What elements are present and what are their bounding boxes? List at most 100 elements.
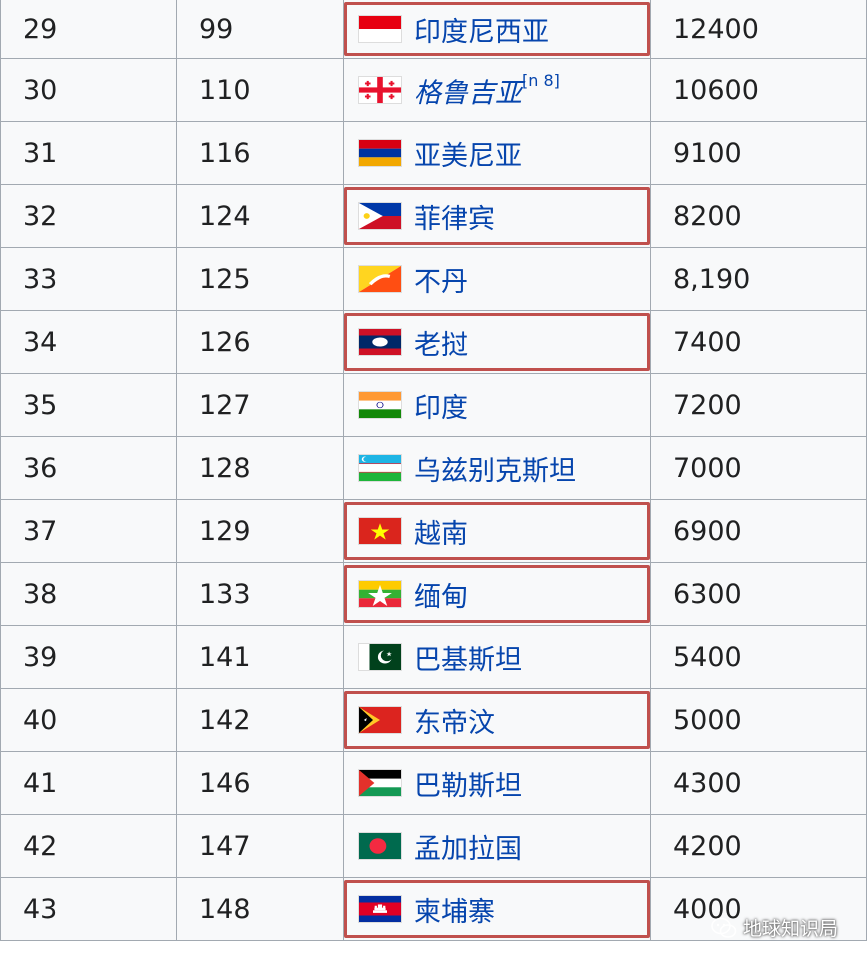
east-timor-flag-icon bbox=[358, 706, 402, 734]
rank-cell: 37 bbox=[0, 499, 177, 563]
indonesia-flag-icon bbox=[358, 15, 402, 43]
country-link[interactable]: 巴勒斯坦 bbox=[414, 770, 522, 802]
country-link[interactable]: 柬埔寨 bbox=[414, 896, 495, 928]
table-row: 38 133 缅甸 6300 bbox=[0, 562, 867, 626]
value-cell: 7000 bbox=[650, 436, 867, 500]
world-rank-cell: 146 bbox=[176, 751, 344, 815]
value-cell: 5000 bbox=[650, 688, 867, 752]
myanmar-flag-icon bbox=[358, 580, 402, 608]
footnote-link[interactable]: [n 8] bbox=[522, 70, 560, 90]
table-row: 32 124 菲律宾 8200 bbox=[0, 184, 867, 248]
value-cell: 10600 bbox=[650, 58, 867, 122]
world-rank-cell: 148 bbox=[176, 877, 344, 941]
country-ranking-table: 29 99 印度尼西亚 12400 30 110 格鲁吉亚[n 8] 10600 31 116 亚美… bbox=[0, 0, 867, 941]
value-cell: 7200 bbox=[650, 373, 867, 437]
table-row: 31 116 亚美尼亚 9100 bbox=[0, 121, 867, 185]
world-rank-cell: 99 bbox=[176, 0, 344, 59]
table-row: 42 147 孟加拉国 4200 bbox=[0, 814, 867, 878]
rank-cell: 29 bbox=[0, 0, 177, 59]
value-cell: 8,190 bbox=[650, 247, 867, 311]
rank-cell: 41 bbox=[0, 751, 177, 815]
country-link[interactable]: 巴基斯坦 bbox=[414, 644, 522, 676]
table-row: 40 142 东帝汶 5000 bbox=[0, 688, 867, 752]
palestine-flag-icon bbox=[358, 769, 402, 797]
country-cell: 印度尼西亚 bbox=[343, 0, 651, 59]
country-link[interactable]: 老挝 bbox=[414, 329, 468, 361]
country-link[interactable]: 亚美尼亚 bbox=[414, 140, 522, 172]
value-cell: 4200 bbox=[650, 814, 867, 878]
world-rank-cell: 133 bbox=[176, 562, 344, 626]
rank-cell: 39 bbox=[0, 625, 177, 689]
uzbekistan-flag-icon bbox=[358, 454, 402, 482]
country-link[interactable]: 越南 bbox=[414, 518, 468, 550]
value-cell: 6300 bbox=[650, 562, 867, 626]
country-cell: 巴基斯坦 bbox=[343, 625, 651, 689]
country-cell: 柬埔寨 bbox=[343, 877, 651, 941]
watermark-text: 地球知识局 bbox=[742, 918, 838, 940]
value-cell: 5400 bbox=[650, 625, 867, 689]
country-cell: 老挝 bbox=[343, 310, 651, 374]
country-link[interactable]: 格鲁吉亚 bbox=[414, 77, 522, 109]
table-row: 29 99 印度尼西亚 12400 bbox=[0, 0, 867, 59]
table-row: 36 128 乌兹别克斯坦 7000 bbox=[0, 436, 867, 500]
bangladesh-flag-icon bbox=[358, 832, 402, 860]
world-rank-cell: 124 bbox=[176, 184, 344, 248]
rank-cell: 35 bbox=[0, 373, 177, 437]
table-row: 35 127 印度 7200 bbox=[0, 373, 867, 437]
value-cell: 4000 bbox=[650, 877, 867, 941]
value-cell: 9100 bbox=[650, 121, 867, 185]
country-cell: 亚美尼亚 bbox=[343, 121, 651, 185]
country-cell: 菲律宾 bbox=[343, 184, 651, 248]
rank-cell: 32 bbox=[0, 184, 177, 248]
country-cell: 巴勒斯坦 bbox=[343, 751, 651, 815]
pakistan-flag-icon bbox=[358, 643, 402, 671]
world-rank-cell: 141 bbox=[176, 625, 344, 689]
value-cell: 12400 bbox=[650, 0, 867, 59]
value-cell: 8200 bbox=[650, 184, 867, 248]
armenia-flag-icon bbox=[358, 139, 402, 167]
table-row: 30 110 格鲁吉亚[n 8] 10600 bbox=[0, 58, 867, 122]
value-cell: 4300 bbox=[650, 751, 867, 815]
table-row: 33 125 不丹 8,190 bbox=[0, 247, 867, 311]
country-link[interactable]: 乌兹别克斯坦 bbox=[414, 455, 576, 487]
world-rank-cell: 147 bbox=[176, 814, 344, 878]
country-link[interactable]: 菲律宾 bbox=[414, 203, 495, 235]
laos-flag-icon bbox=[358, 328, 402, 356]
country-link[interactable]: 印度 bbox=[414, 392, 468, 424]
table-row: 39 141 巴基斯坦 5400 bbox=[0, 625, 867, 689]
world-rank-cell: 126 bbox=[176, 310, 344, 374]
india-flag-icon bbox=[358, 391, 402, 419]
country-cell: 印度 bbox=[343, 373, 651, 437]
world-rank-cell: 142 bbox=[176, 688, 344, 752]
rank-cell: 36 bbox=[0, 436, 177, 500]
rank-cell: 30 bbox=[0, 58, 177, 122]
rank-cell: 33 bbox=[0, 247, 177, 311]
bhutan-flag-icon bbox=[358, 265, 402, 293]
rank-cell: 38 bbox=[0, 562, 177, 626]
wechat-icon bbox=[711, 917, 737, 939]
rank-cell: 31 bbox=[0, 121, 177, 185]
georgia-flag-icon bbox=[358, 76, 402, 104]
rank-cell: 34 bbox=[0, 310, 177, 374]
world-rank-cell: 129 bbox=[176, 499, 344, 563]
country-link[interactable]: 缅甸 bbox=[414, 581, 468, 613]
vietnam-flag-icon bbox=[358, 517, 402, 545]
country-link[interactable]: 东帝汶 bbox=[414, 707, 495, 739]
table-row: 37 129 越南 6900 bbox=[0, 499, 867, 563]
world-rank-cell: 127 bbox=[176, 373, 344, 437]
country-cell: 东帝汶 bbox=[343, 688, 651, 752]
country-link[interactable]: 印度尼西亚 bbox=[414, 16, 549, 48]
country-cell: 不丹 bbox=[343, 247, 651, 311]
cambodia-flag-icon bbox=[358, 895, 402, 923]
rank-cell: 43 bbox=[0, 877, 177, 941]
country-link[interactable]: 孟加拉国 bbox=[414, 833, 522, 865]
country-link[interactable]: 不丹 bbox=[414, 266, 468, 298]
world-rank-cell: 125 bbox=[176, 247, 344, 311]
country-cell: 缅甸 bbox=[343, 562, 651, 626]
country-cell: 孟加拉国 bbox=[343, 814, 651, 878]
country-cell: 乌兹别克斯坦 bbox=[343, 436, 651, 500]
philippines-flag-icon bbox=[358, 202, 402, 230]
value-cell: 6900 bbox=[650, 499, 867, 563]
table-row: 34 126 老挝 7400 bbox=[0, 310, 867, 374]
table-row: 41 146 巴勒斯坦 4300 bbox=[0, 751, 867, 815]
